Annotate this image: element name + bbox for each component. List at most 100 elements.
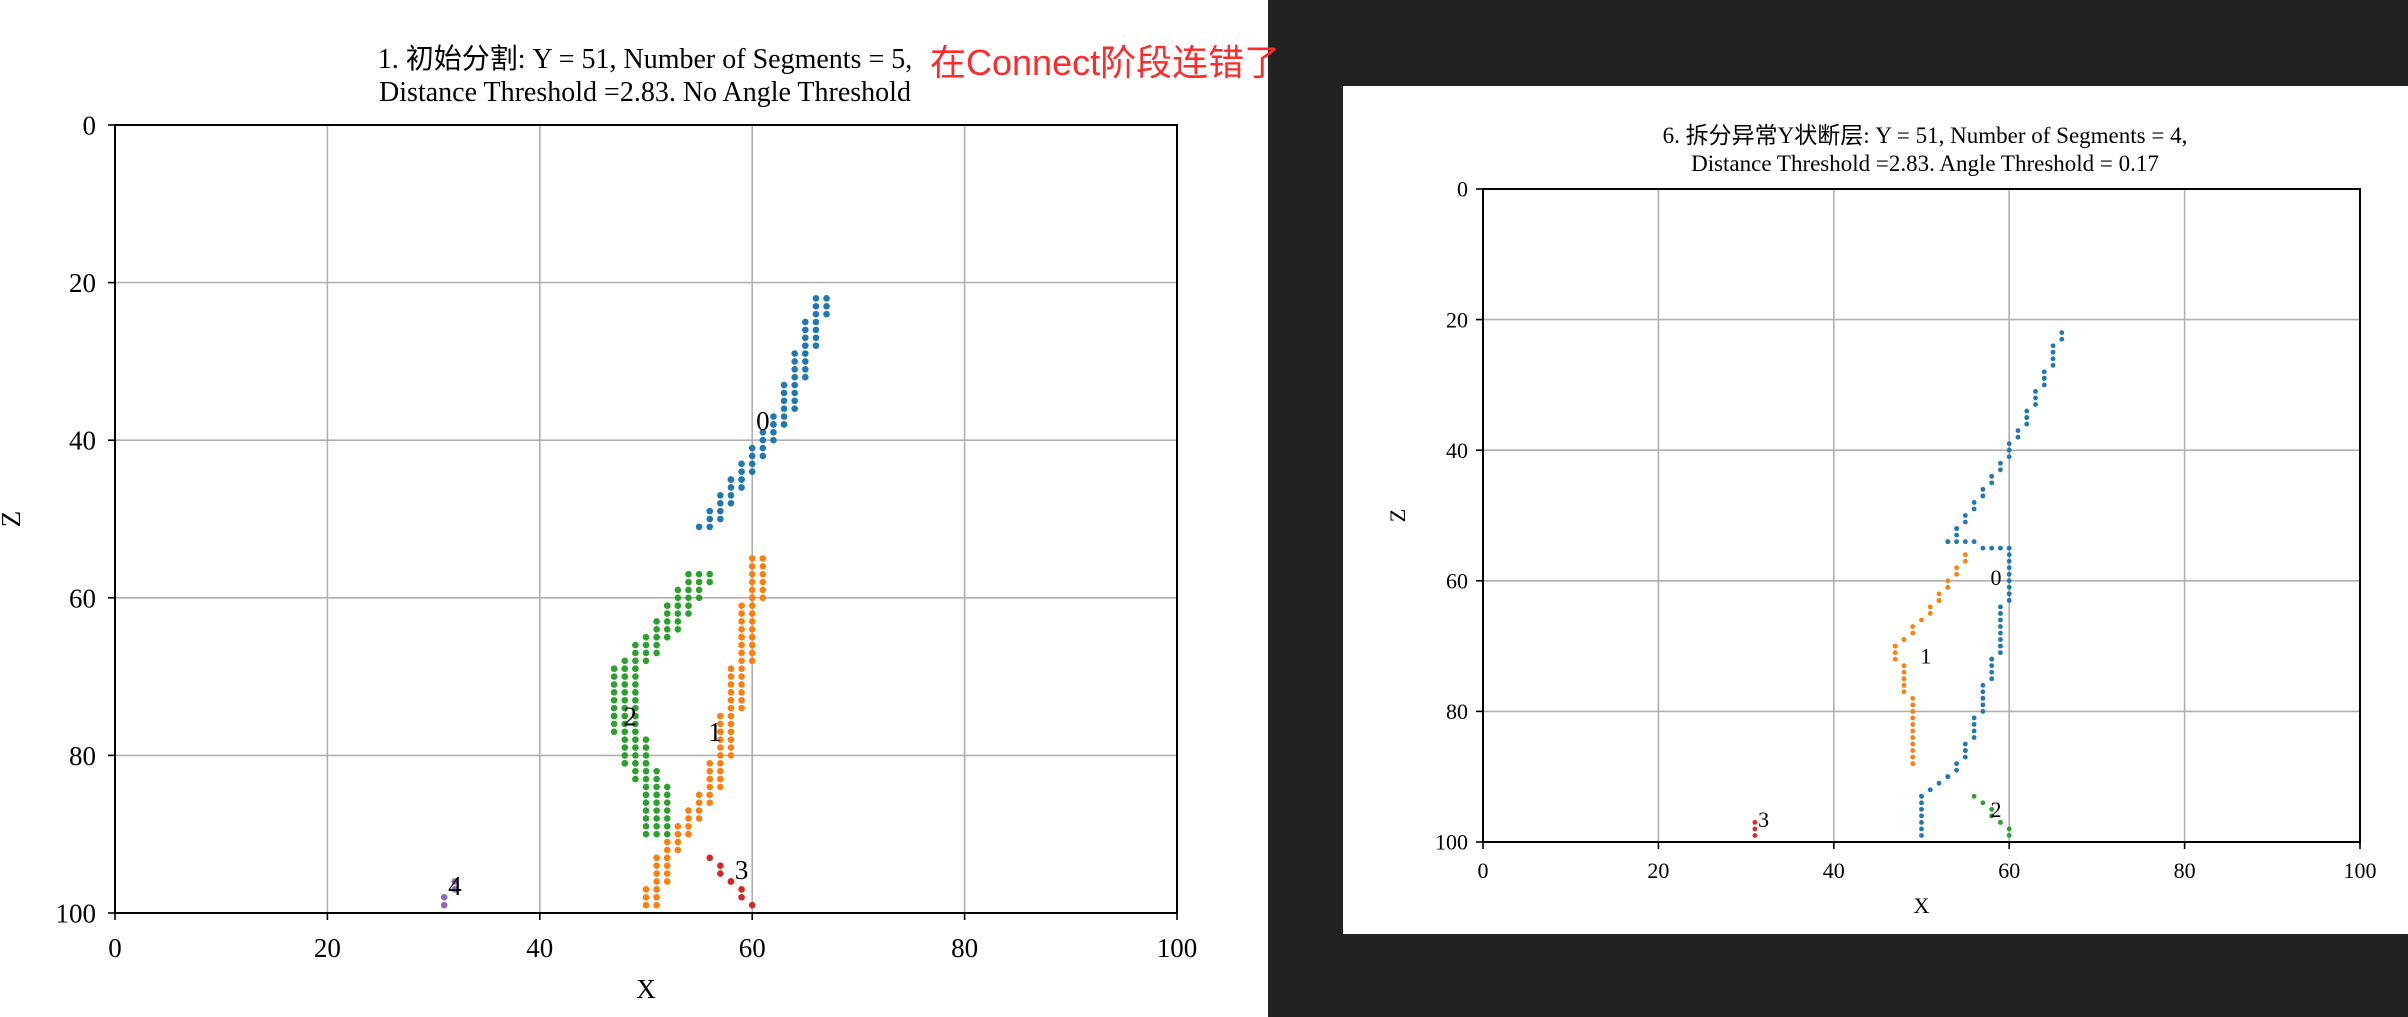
y-tick-label: 20 bbox=[1446, 307, 1468, 332]
segment-1-point bbox=[1910, 735, 1916, 740]
segment-0-point bbox=[823, 295, 830, 302]
segment-2-point bbox=[621, 681, 629, 688]
segment-1-point bbox=[1910, 624, 1916, 629]
segment-2-point bbox=[621, 759, 629, 767]
segment-1-point bbox=[674, 823, 682, 830]
segment-0-point bbox=[791, 373, 798, 381]
segment-2-point bbox=[653, 626, 660, 633]
segment-2-point bbox=[695, 586, 703, 594]
x-tick-label: 100 bbox=[1157, 933, 1198, 963]
segment-0-point bbox=[2024, 415, 2030, 420]
y-axis-label: Z bbox=[0, 511, 26, 528]
segment-1-point bbox=[695, 791, 703, 799]
segment-0-point bbox=[812, 334, 820, 342]
segment-0-point bbox=[727, 476, 735, 483]
segment-1-point bbox=[717, 775, 724, 783]
y-tick-label: 100 bbox=[56, 898, 97, 928]
segment-label: 2 bbox=[623, 701, 637, 731]
y-axis-label: Z bbox=[1385, 509, 1410, 522]
segment-2-point bbox=[653, 823, 660, 830]
segment-2-point bbox=[663, 799, 671, 806]
segment-0-point bbox=[812, 310, 820, 318]
segment-1-point bbox=[1892, 656, 1898, 662]
segment-0-point bbox=[2024, 421, 2030, 427]
segment-0-point bbox=[1998, 650, 2003, 656]
y-tick-label: 60 bbox=[69, 583, 96, 613]
segment-2-point bbox=[642, 775, 650, 783]
segment-2-point bbox=[663, 791, 671, 799]
segment-0-point bbox=[748, 468, 756, 476]
x-tick-label: 80 bbox=[2174, 858, 2196, 883]
segment-0-point bbox=[1954, 539, 1959, 545]
segment-1-point bbox=[759, 586, 767, 594]
segment-1-point bbox=[663, 862, 671, 870]
segment-0-point bbox=[1980, 486, 1986, 492]
segment-0-point bbox=[1998, 467, 2003, 473]
segment-2-point bbox=[2006, 833, 2012, 838]
segment-2-point bbox=[642, 767, 650, 775]
segment-0-point bbox=[1919, 806, 1924, 812]
segment-0-point bbox=[780, 381, 788, 389]
segment-0-point bbox=[802, 365, 809, 373]
segment-0-point bbox=[802, 342, 809, 349]
segment-0-point bbox=[1989, 669, 1995, 675]
segment-0-point bbox=[2050, 356, 2056, 362]
segment-0-point bbox=[1936, 780, 1942, 786]
segment-0-point bbox=[1980, 702, 1986, 708]
segment-0-point bbox=[1980, 682, 1986, 688]
segment-0-point bbox=[802, 350, 809, 357]
segment-2-point bbox=[621, 744, 629, 751]
segment-2-point bbox=[621, 657, 629, 665]
segment-0-point bbox=[791, 350, 798, 357]
segment-0-point bbox=[1919, 833, 1924, 838]
segment-0-point bbox=[2041, 382, 2047, 388]
segment-1-point bbox=[674, 830, 682, 838]
segment-2-point bbox=[621, 720, 629, 728]
segment-0-point bbox=[823, 310, 830, 318]
segment-label: 3 bbox=[735, 855, 749, 885]
segment-2-point bbox=[663, 633, 671, 641]
segment-0-point bbox=[1989, 656, 1995, 662]
segment-0-point bbox=[1980, 493, 1986, 499]
segment-0-point bbox=[770, 436, 777, 444]
segment-2-point bbox=[621, 704, 629, 712]
segment-0-point bbox=[2050, 343, 2056, 349]
segment-2-point bbox=[685, 586, 692, 594]
segment-2-point bbox=[621, 696, 629, 704]
segment-1-point bbox=[738, 689, 745, 696]
segment-4-point bbox=[451, 886, 459, 893]
segment-2-point bbox=[642, 744, 650, 751]
segment-1-point bbox=[727, 681, 735, 688]
segment-2-point bbox=[663, 815, 671, 822]
segment-2-point bbox=[632, 704, 639, 712]
segment-1-point bbox=[685, 830, 692, 838]
segment-0-point bbox=[727, 484, 735, 491]
segment-2-point bbox=[632, 665, 639, 673]
segment-0-point bbox=[1919, 800, 1924, 806]
segment-2-point bbox=[653, 767, 660, 775]
segment-0-point bbox=[780, 405, 788, 412]
y-tick-label: 0 bbox=[1457, 177, 1468, 202]
segment-0-point bbox=[717, 507, 724, 515]
segment-1-point bbox=[717, 783, 724, 791]
segment-0-point bbox=[1962, 748, 1968, 753]
segment-2-point bbox=[663, 618, 671, 625]
segment-1-point bbox=[642, 901, 650, 909]
segment-1-point bbox=[727, 720, 735, 728]
segment-2-point bbox=[632, 641, 639, 649]
segment-1-point bbox=[748, 555, 756, 562]
segment-1-point bbox=[748, 657, 756, 665]
segment-2-point bbox=[621, 689, 629, 696]
segment-0-point bbox=[1998, 604, 2003, 610]
segment-0-point bbox=[2015, 434, 2021, 440]
segment-0-point bbox=[1954, 767, 1959, 773]
segment-0-point bbox=[738, 460, 745, 468]
segment-2-point bbox=[674, 610, 682, 617]
segment-2-point bbox=[642, 752, 650, 759]
segment-0-point bbox=[706, 507, 714, 515]
segment-1-point bbox=[1901, 669, 1907, 675]
segment-2-point bbox=[1980, 800, 1986, 806]
segment-1-point bbox=[748, 610, 756, 617]
segment-1-point bbox=[1945, 584, 1951, 590]
